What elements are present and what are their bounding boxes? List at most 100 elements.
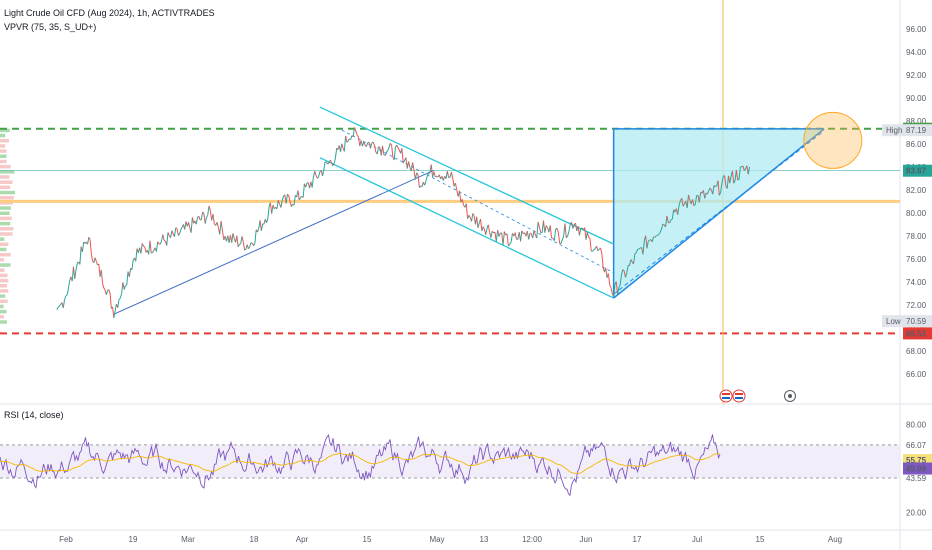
price-segment	[609, 284, 612, 288]
indicator-legend[interactable]: VPVR (75, 35, S_UD+)	[4, 22, 97, 32]
price-segment	[323, 161, 326, 171]
price-segment	[159, 240, 163, 245]
price-segment	[487, 224, 491, 233]
price-segment	[624, 272, 628, 278]
volume-bar	[0, 268, 5, 272]
price-segment	[200, 211, 204, 220]
price-segment	[311, 176, 314, 188]
price-segment	[179, 229, 182, 234]
price-segment	[125, 284, 127, 287]
price-segment	[461, 199, 465, 206]
price-segment	[480, 218, 483, 232]
price-segment	[405, 157, 408, 169]
volume-bar	[0, 175, 10, 179]
price-segment	[314, 171, 317, 176]
price-segment	[717, 180, 720, 196]
us-flag-icon[interactable]	[719, 389, 733, 403]
price-segment	[242, 241, 246, 251]
price-segment	[657, 233, 660, 236]
price-segment	[688, 194, 691, 201]
price-segment	[75, 262, 78, 270]
price-segment	[588, 236, 591, 239]
price-segment	[329, 159, 332, 163]
price-segment	[144, 246, 147, 253]
y-tick-label: 76.00	[906, 255, 927, 264]
price-segment	[605, 267, 608, 278]
price-segment	[491, 230, 494, 234]
price-segment	[195, 217, 198, 225]
price-segment	[482, 226, 485, 230]
us-flag-icon[interactable]	[732, 389, 746, 403]
price-segment	[413, 170, 416, 180]
y-tick-label: 90.00	[906, 94, 927, 103]
price-segment	[280, 200, 283, 208]
price-segment	[152, 249, 155, 253]
price-segment	[157, 241, 160, 245]
price-tag-value: 87.19	[906, 126, 927, 135]
price-segment	[341, 143, 344, 149]
price-segment	[514, 232, 517, 240]
price-segment	[508, 243, 511, 247]
price-segment	[191, 217, 195, 224]
price-segment	[386, 150, 389, 153]
price-segment	[567, 231, 570, 237]
price-segment	[538, 227, 542, 233]
price-segment	[686, 194, 689, 209]
price-segment	[333, 158, 336, 164]
price-segment	[340, 143, 343, 152]
price-segment	[729, 175, 732, 184]
price-segment	[387, 147, 390, 151]
price-segment	[114, 304, 117, 312]
rsi-legend[interactable]: RSI (14, close)	[4, 410, 64, 420]
volume-bar	[0, 273, 8, 278]
y-tick-label: 94.00	[906, 48, 927, 57]
price-segment	[557, 232, 561, 244]
price-segment	[175, 227, 178, 230]
price-segment	[302, 183, 305, 198]
target-zone-circle	[803, 111, 863, 169]
price-segment	[481, 226, 484, 232]
price-axis[interactable]: 96.0094.0092.0090.0088.0086.0084.0082.00…	[906, 25, 927, 379]
price-segment	[528, 233, 531, 240]
price-segment	[669, 219, 672, 223]
price-segment	[503, 231, 507, 236]
x-tick-label: 15	[756, 535, 765, 544]
price-segment	[599, 247, 603, 254]
price-segment	[472, 213, 475, 216]
price-segment	[208, 205, 211, 211]
price-tag-caption: Low	[886, 317, 901, 326]
event-icons[interactable]	[719, 389, 796, 403]
volume-bar	[0, 227, 14, 231]
price-segment	[430, 164, 434, 178]
channel-upper	[319, 106, 614, 245]
price-segment	[635, 249, 639, 253]
volume-bar	[0, 159, 7, 164]
price-segment	[332, 163, 335, 167]
price-segment	[236, 235, 239, 247]
price-segment	[442, 176, 446, 181]
rsi-line	[0, 434, 721, 497]
price-segment	[203, 213, 206, 224]
price-segment	[577, 226, 580, 236]
price-segment	[378, 146, 381, 148]
price-segment	[59, 304, 62, 307]
price-segment	[426, 173, 430, 176]
event-dot	[788, 394, 792, 398]
price-segment	[103, 287, 106, 291]
price-segment	[706, 190, 710, 195]
price-segment	[628, 259, 632, 266]
rsi-axis[interactable]: 80.00 66.07 43.59 20.00	[906, 420, 927, 517]
price-segment	[412, 162, 415, 171]
price-segment	[438, 174, 442, 180]
price-segment	[248, 246, 251, 250]
volume-bar	[0, 221, 11, 226]
time-axis[interactable]: Feb 19 Mar 18 Apr 15 May 13 12:00 Jun 17 Jul 15 Aug	[59, 535, 842, 544]
price-segment	[396, 144, 399, 149]
price-segment	[468, 215, 471, 218]
price-segment	[704, 192, 707, 199]
price-segment	[121, 282, 124, 294]
price-segment	[190, 217, 193, 233]
price-segment	[113, 310, 116, 319]
price-segment	[237, 244, 240, 247]
